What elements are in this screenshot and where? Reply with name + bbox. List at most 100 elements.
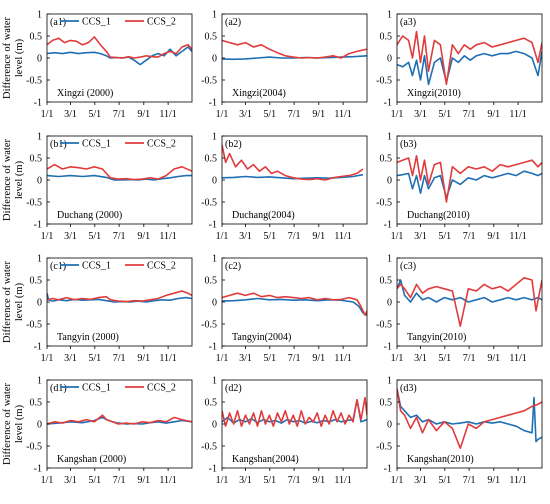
x-tick-label: 5/1 <box>88 353 101 364</box>
x-tick-label: 3/1 <box>414 353 427 364</box>
x-tick-label: 5/1 <box>263 231 276 242</box>
x-tick-label: 11/1 <box>509 231 526 242</box>
x-tick-label: 11/1 <box>334 475 351 486</box>
y-axis-title: Difference of water <box>2 16 13 99</box>
x-tick-label: 11/1 <box>159 109 176 120</box>
y-tick-label: 0 <box>387 54 392 65</box>
y-axis-title: level (m) <box>14 38 25 77</box>
y-tick-label: 1 <box>37 132 42 143</box>
y-tick-label: 0.5 <box>30 32 43 43</box>
x-tick-label: 7/1 <box>463 109 476 120</box>
x-tick-label: 9/1 <box>487 353 500 364</box>
y-tick-label: 1 <box>37 376 42 387</box>
y-tick-label: 1 <box>387 132 392 143</box>
y-tick-label: -1 <box>34 342 42 353</box>
panel-d3: 1 0.5 0 -0.5 -11/1 3/1 5/1 7/1 9/1 11/1 (d3) Kangsh… <box>376 376 543 486</box>
y-tick-label: -1 <box>209 220 217 231</box>
x-tick-label: 3/1 <box>239 231 252 242</box>
y-tick-label: 0.5 <box>205 154 218 165</box>
legend-label: CCS_1 <box>82 261 111 272</box>
y-tick-label: -0.5 <box>376 198 392 209</box>
site-label: Kangshan(2010) <box>407 454 474 465</box>
panel-d1: 1 0.5 0 -0.5 -11/1 3/1 5/1 7/1 9/1 11/1 (d1) Kangsh… <box>2 376 193 486</box>
x-tick-label: 1/1 <box>391 109 404 120</box>
x-tick-label: 9/1 <box>312 231 325 242</box>
series-group <box>47 36 192 66</box>
x-tick-label: 7/1 <box>463 353 476 364</box>
y-tick-label: 0.5 <box>205 398 218 409</box>
x-tick-label: 9/1 <box>487 475 500 486</box>
panel-label: (d1) <box>50 383 67 394</box>
legend-label: CCS_2 <box>147 383 176 394</box>
panel-label: (c2) <box>225 261 241 272</box>
x-tick-label: 11/1 <box>509 109 526 120</box>
y-tick-label: -1 <box>34 464 42 475</box>
series-line-ccs2 <box>47 414 192 425</box>
site-label: Kangshan (2000) <box>57 454 126 465</box>
y-tick-label: -1 <box>209 342 217 353</box>
x-tick-label: 7/1 <box>463 231 476 242</box>
y-tick-label: 1 <box>387 376 392 387</box>
y-tick-label: -0.5 <box>201 320 217 331</box>
legend: CCS_1 CCS_2 <box>60 17 176 28</box>
x-tick-label: 1/1 <box>41 109 54 120</box>
x-tick-label: 3/1 <box>414 109 427 120</box>
x-tick-label: 1/1 <box>41 475 54 486</box>
site-label: Xingzi (2000) <box>57 88 113 99</box>
y-tick-label: 0 <box>387 420 392 431</box>
x-tick-label: 11/1 <box>509 353 526 364</box>
x-tick-label: 5/1 <box>263 475 276 486</box>
y-tick-label: 0 <box>37 420 42 431</box>
y-tick-label: 0.5 <box>380 32 393 43</box>
y-tick-label: 0.5 <box>30 398 43 409</box>
series-group <box>47 290 192 303</box>
site-label: Xingzi(2004) <box>232 88 286 99</box>
series-line-ccs1 <box>397 50 542 86</box>
series-group <box>397 30 542 86</box>
x-tick-label: 3/1 <box>239 353 252 364</box>
legend: CCS_1 CCS_2 <box>60 261 176 272</box>
x-tick-label: 5/1 <box>263 109 276 120</box>
x-tick-label: 7/1 <box>288 231 301 242</box>
x-tick-label: 1/1 <box>391 353 404 364</box>
panel-d2: 1 0.5 0 -0.5 -11/1 3/1 5/1 7/1 9/1 11/1 (d2) Kangsh… <box>201 376 368 486</box>
series-line-ccs2 <box>397 155 542 203</box>
series-line-ccs2 <box>47 290 192 303</box>
y-tick-label: 0.5 <box>205 276 218 287</box>
series-line-ccs2 <box>222 144 364 181</box>
panel-label: (c3) <box>400 261 416 272</box>
series-group <box>222 292 367 317</box>
legend: CCS_1 CCS_2 <box>60 139 176 150</box>
x-tick-label: 1/1 <box>216 109 229 120</box>
y-axis-title: Difference of water <box>2 382 13 465</box>
x-tick-label: 7/1 <box>113 475 126 486</box>
x-tick-label: 1/1 <box>391 231 404 242</box>
series-line-ccs1 <box>397 170 542 199</box>
x-tick-label: 9/1 <box>487 109 500 120</box>
y-axis-title: level (m) <box>14 160 25 199</box>
y-tick-label: -1 <box>384 464 392 475</box>
x-tick-label: 3/1 <box>414 475 427 486</box>
x-tick-label: 1/1 <box>41 231 54 242</box>
panel-label: (d3) <box>400 383 417 394</box>
x-tick-label: 5/1 <box>438 231 451 242</box>
x-tick-label: 9/1 <box>312 109 325 120</box>
panel-label: (d2) <box>225 383 242 394</box>
panel-label: (b2) <box>225 139 242 150</box>
x-tick-label: 9/1 <box>137 353 150 364</box>
site-label: Duchang(2010) <box>407 210 470 221</box>
panel-c3: 1 0.5 0 -0.5 -11/1 3/1 5/1 7/1 9/1 11/1 (c3) Tangyi… <box>376 254 543 364</box>
y-tick-label: 1 <box>212 10 217 21</box>
y-tick-label: -0.5 <box>201 76 217 87</box>
x-tick-label: 1/1 <box>41 353 54 364</box>
legend: CCS_1 CCS_2 <box>60 383 176 394</box>
series-group <box>222 144 364 181</box>
x-tick-label: 11/1 <box>509 475 526 486</box>
legend-label: CCS_1 <box>82 383 111 394</box>
x-tick-label: 11/1 <box>159 231 176 242</box>
panel-c1: 1 0.5 0 -0.5 -11/1 3/1 5/1 7/1 9/1 11/1 (c1) Tangyi… <box>2 254 193 364</box>
panel-label: (c1) <box>50 261 66 272</box>
y-axis-title: Difference of water <box>2 138 13 221</box>
y-axis-title: Difference of water <box>2 260 13 343</box>
